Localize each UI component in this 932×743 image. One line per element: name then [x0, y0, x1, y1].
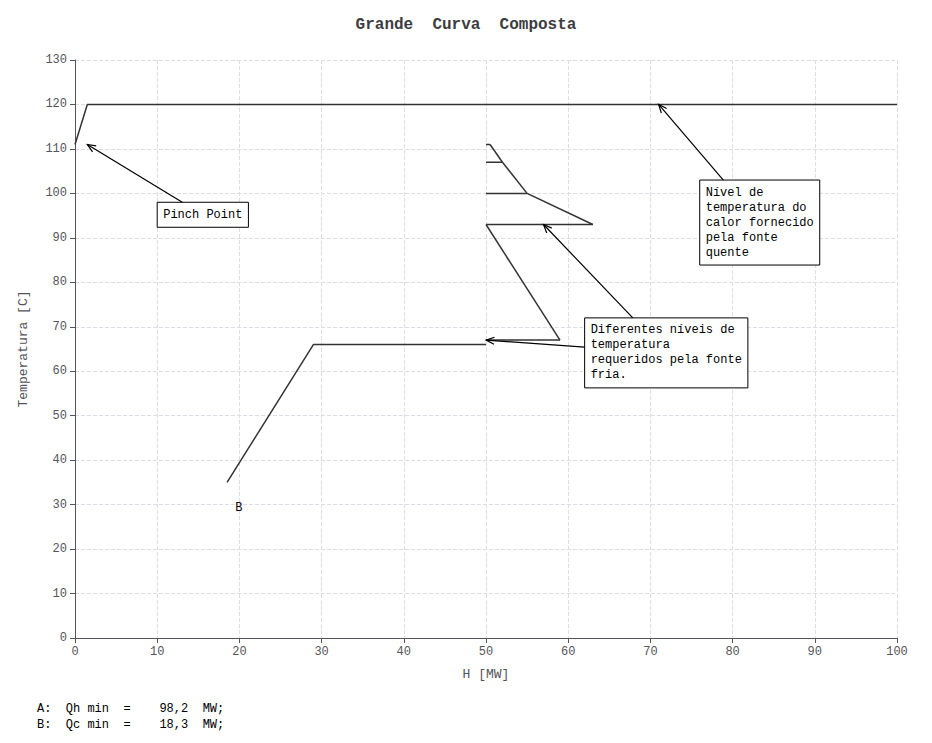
svg-text:100: 100	[886, 645, 908, 659]
svg-text:Diferentes níveis de: Diferentes níveis de	[591, 323, 735, 337]
svg-text:10: 10	[53, 587, 67, 601]
svg-text:30: 30	[53, 498, 67, 512]
svg-text:90: 90	[53, 231, 67, 245]
svg-text:80: 80	[53, 275, 67, 289]
svg-text:20: 20	[53, 542, 67, 556]
svg-text:120: 120	[45, 97, 67, 111]
svg-text:Grande Curva Composta: Grande Curva Composta	[356, 16, 577, 34]
svg-text:quente: quente	[706, 246, 749, 260]
svg-text:90: 90	[808, 645, 822, 659]
svg-text:80: 80	[725, 645, 739, 659]
svg-text:calor fornecido: calor fornecido	[706, 216, 814, 230]
svg-text:0: 0	[71, 645, 78, 659]
svg-text:0: 0	[60, 631, 67, 645]
svg-text:Temperatura [C]: Temperatura [C]	[16, 290, 31, 407]
svg-text:B: Qc min = 18,3 MW;: B: Qc min = 18,3 MW;	[37, 718, 224, 732]
svg-text:A: Qh min = 98,2 MW;: A: Qh min = 98,2 MW;	[37, 702, 224, 716]
svg-text:20: 20	[232, 645, 246, 659]
svg-text:10: 10	[150, 645, 164, 659]
svg-text:requeridos pela fonte: requeridos pela fonte	[591, 353, 742, 367]
svg-text:pela fonte: pela fonte	[706, 231, 778, 245]
svg-text:Nível de: Nível de	[706, 186, 764, 200]
svg-text:40: 40	[53, 453, 67, 467]
svg-text:temperatura: temperatura	[591, 338, 670, 352]
svg-text:70: 70	[53, 320, 67, 334]
svg-text:70: 70	[643, 645, 657, 659]
svg-text:H [MW]: H [MW]	[463, 667, 510, 682]
svg-text:100: 100	[45, 186, 67, 200]
svg-text:50: 50	[53, 409, 67, 423]
svg-text:Pinch Point: Pinch Point	[163, 208, 242, 222]
svg-text:60: 60	[561, 645, 575, 659]
svg-text:110: 110	[45, 142, 67, 156]
svg-text:40: 40	[397, 645, 411, 659]
svg-text:130: 130	[45, 53, 67, 67]
svg-text:60: 60	[53, 364, 67, 378]
svg-text:B: B	[235, 501, 242, 515]
svg-text:30: 30	[314, 645, 328, 659]
svg-text:fria.: fria.	[591, 368, 627, 382]
svg-text:temperatura do: temperatura do	[706, 201, 807, 215]
svg-text:50: 50	[479, 645, 493, 659]
